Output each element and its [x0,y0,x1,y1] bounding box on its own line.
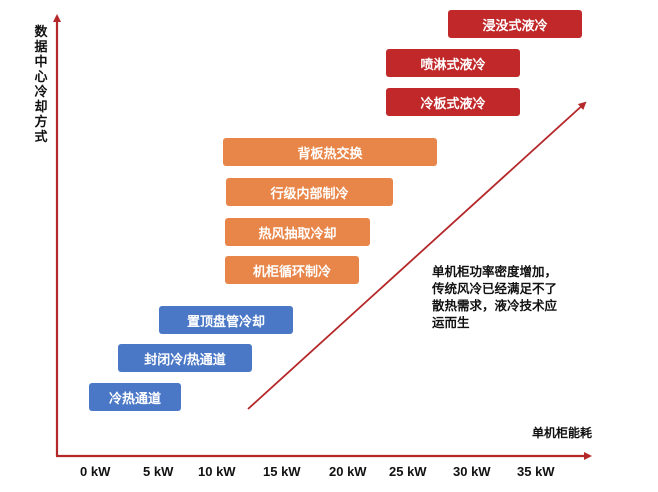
overhead-coil-cooling-bar: 置顶盘管冷却 [159,306,293,334]
enclosed-aisle-bar: 封闭冷/热通道 [118,344,252,372]
x-tick-label: 10 kW [198,464,236,479]
x-tick-label: 5 kW [143,464,174,479]
x-tick-label: 0 kW [80,464,111,479]
x-tick-label: 15 kW [263,464,301,479]
y-axis-label: 数据中心冷却方式 [34,24,48,144]
hot-air-extraction-cooling-bar: 热风抽取冷却 [225,218,370,246]
trend-annotation: 单机柜功率密度增加，传统风冷已经满足不了散热需求，液冷技术应运而生 [432,265,558,330]
hot-cold-aisle-bar: 冷热通道 [89,383,181,411]
spray-liquid-cooling-bar: 喷淋式液冷 [386,49,520,77]
in-row-cooling-bar: 行级内部制冷 [226,178,393,206]
x-tick-label: 30 kW [453,464,491,479]
x-tick-label: 20 kW [329,464,367,479]
x-axis-label: 单机柜能耗 [532,426,593,440]
x-tick-label: 25 kW [389,464,427,479]
rack-circulation-cooling-bar: 机柜循环制冷 [225,256,359,284]
cold-plate-liquid-cooling-bar: 冷板式液冷 [386,88,520,116]
rear-door-heat-exchange-bar: 背板热交换 [223,138,437,166]
immersion-liquid-cooling-bar: 浸没式液冷 [448,10,582,38]
trend-arrow [247,101,587,410]
x-tick-label: 35 kW [517,464,555,479]
